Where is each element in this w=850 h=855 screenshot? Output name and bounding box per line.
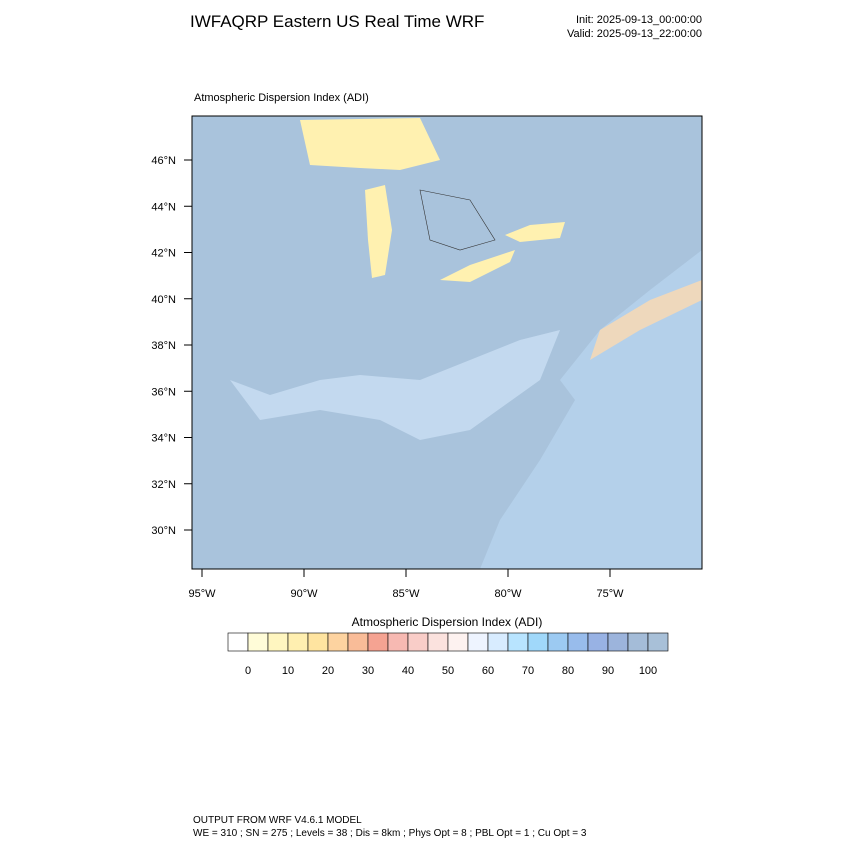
lon-label: 95°W bbox=[188, 588, 216, 600]
lat-label: 40°N bbox=[151, 294, 176, 306]
ocean-plume bbox=[590, 280, 702, 360]
lon-label: 90°W bbox=[290, 588, 318, 600]
map bbox=[191, 115, 703, 570]
lake-michigan bbox=[365, 185, 392, 278]
lon-label: 80°W bbox=[494, 588, 522, 600]
init-time: Init: 2025-09-13_00:00:00 bbox=[576, 14, 702, 26]
lat-label: 44°N bbox=[151, 201, 176, 213]
lake-superior bbox=[300, 118, 440, 170]
colorbar-box bbox=[227, 632, 249, 652]
lat-label: 38°N bbox=[151, 340, 176, 352]
lat-label: 42°N bbox=[151, 248, 176, 260]
lon-label: 85°W bbox=[392, 588, 420, 600]
colorbar-label: 20 bbox=[322, 665, 334, 677]
lat-label: 46°N bbox=[151, 155, 176, 167]
colorbar-box bbox=[367, 632, 389, 652]
colorbar-box bbox=[407, 632, 429, 652]
lake-huron bbox=[419, 189, 496, 251]
colorbar-label: 0 bbox=[245, 665, 251, 677]
colorbar-box bbox=[447, 632, 469, 652]
colorbar-box bbox=[467, 632, 489, 652]
colorbar-label: 80 bbox=[562, 665, 574, 677]
colorbar-label: 70 bbox=[522, 665, 534, 677]
ocean bbox=[480, 250, 702, 569]
colorbar-box bbox=[607, 632, 629, 652]
map-frame bbox=[191, 115, 703, 570]
colorbar-box bbox=[647, 632, 669, 652]
lat-label: 36°N bbox=[151, 386, 176, 398]
lake-ontario bbox=[505, 222, 565, 242]
lake-erie bbox=[440, 250, 515, 282]
colorbar-box bbox=[387, 632, 409, 652]
colorbar-box bbox=[487, 632, 509, 652]
colorbar-label: 30 bbox=[362, 665, 374, 677]
appalachian-region bbox=[230, 330, 560, 440]
colorbar-box bbox=[307, 632, 329, 652]
lat-label: 34°N bbox=[151, 433, 176, 445]
colorbar-label: 50 bbox=[442, 665, 454, 677]
colorbar-label: 10 bbox=[282, 665, 294, 677]
colorbar-box bbox=[567, 632, 589, 652]
valid-time: Valid: 2025-09-13_22:00:00 bbox=[567, 28, 702, 40]
colorbar-label: 60 bbox=[482, 665, 494, 677]
colorbar-box bbox=[587, 632, 609, 652]
lat-label: 32°N bbox=[151, 479, 176, 491]
colorbar-box bbox=[507, 632, 529, 652]
colorbar-title: Atmospheric Dispersion Index (ADI) bbox=[352, 615, 543, 629]
lat-label: 30°N bbox=[151, 525, 176, 537]
colorbar-box bbox=[527, 632, 549, 652]
colorbar-box bbox=[427, 632, 449, 652]
colorbar-box bbox=[327, 632, 349, 652]
colorbar-label: 90 bbox=[602, 665, 614, 677]
title: IWFAQRP Eastern US Real Time WRF bbox=[190, 12, 484, 31]
colorbar-box bbox=[287, 632, 309, 652]
colorbar-label: 40 bbox=[402, 665, 414, 677]
colorbar-box bbox=[627, 632, 649, 652]
colorbar-box bbox=[347, 632, 369, 652]
lon-label: 75°W bbox=[596, 588, 624, 600]
colorbar-box bbox=[247, 632, 269, 652]
footer-line: OUTPUT FROM WRF V4.6.1 MODEL bbox=[193, 815, 362, 826]
colorbar-label: 100 bbox=[639, 665, 657, 677]
colorbar-box bbox=[267, 632, 289, 652]
colorbar-box bbox=[547, 632, 569, 652]
footer-line: WE = 310 ; SN = 275 ; Levels = 38 ; Dis … bbox=[193, 828, 587, 839]
map-subtitle: Atmospheric Dispersion Index (ADI) bbox=[194, 92, 369, 104]
